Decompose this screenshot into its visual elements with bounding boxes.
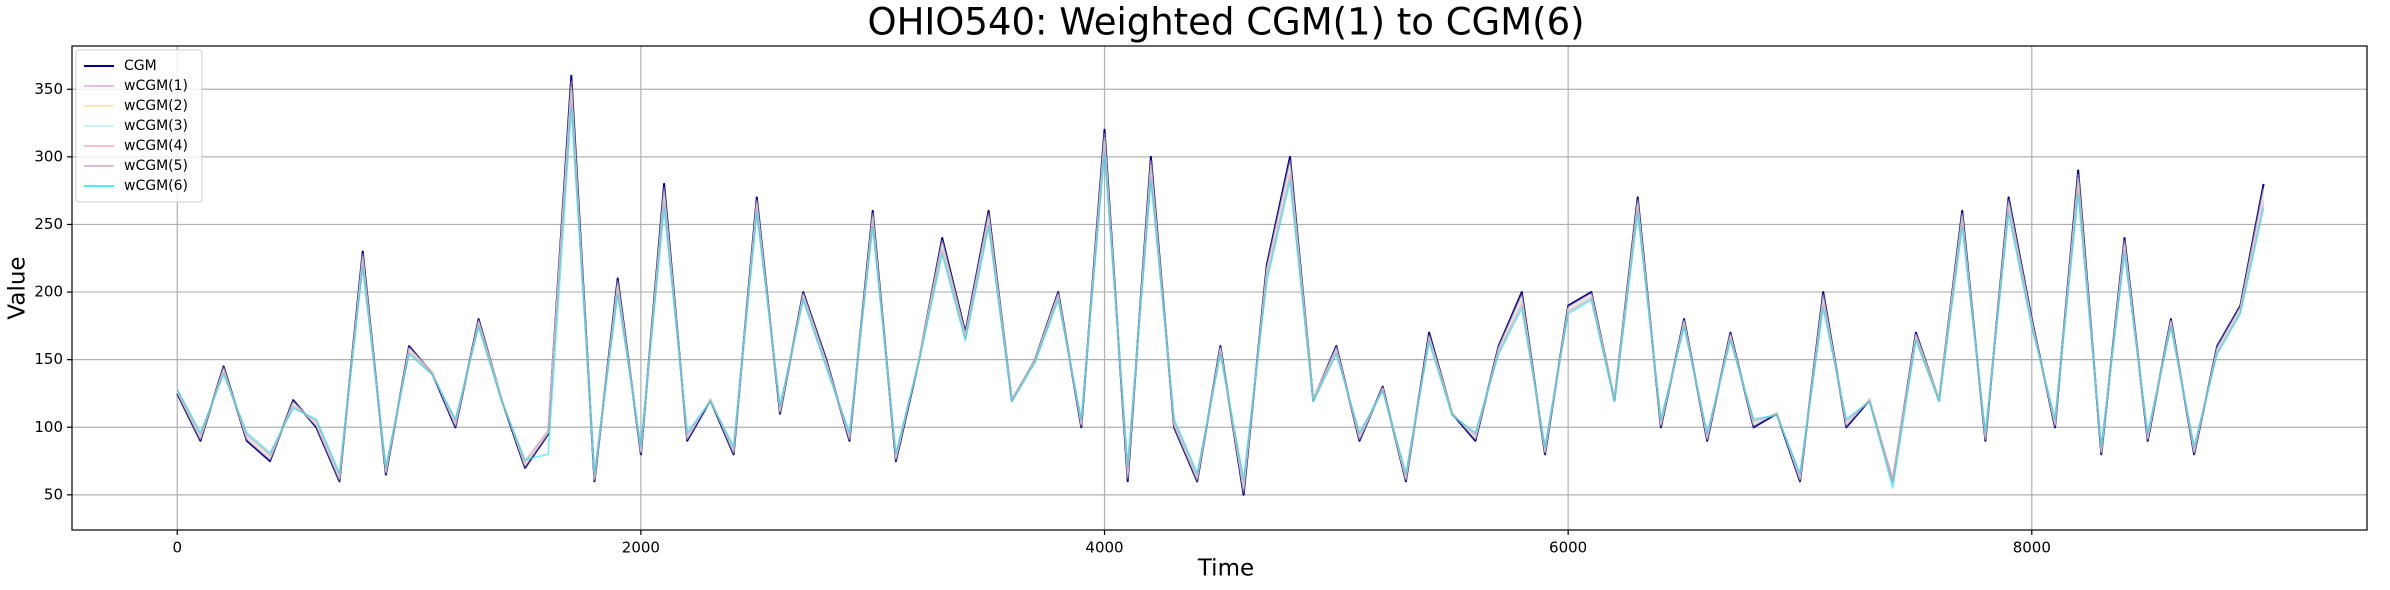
legend-label: wCGM(4) xyxy=(124,138,188,154)
legend-label: wCGM(3) xyxy=(124,118,188,134)
x-tick-label: 8000 xyxy=(2013,539,2051,557)
y-tick-label: 100 xyxy=(34,418,63,436)
y-tick-label: 50 xyxy=(44,485,63,503)
series-line xyxy=(176,80,2265,493)
chart-title: OHIO540: Weighted CGM(1) to CGM(6) xyxy=(867,1,1584,44)
y-axis-label: Value xyxy=(5,256,31,319)
y-tick-label: 250 xyxy=(34,215,63,233)
series-line xyxy=(176,96,2265,485)
legend-label: wCGM(6) xyxy=(124,178,188,194)
y-tick-label: 300 xyxy=(34,147,63,165)
legend-label: CGM xyxy=(124,58,157,74)
x-tick-label: 6000 xyxy=(1549,539,1587,557)
legend-label: wCGM(2) xyxy=(124,98,188,114)
series-line xyxy=(176,91,2265,488)
legend: CGM wCGM(1) wCGM(2) wCGM(3) wCGM(4) wCGM(5) wC… xyxy=(75,49,203,203)
plot-frame xyxy=(71,45,2368,531)
series-line xyxy=(176,74,2265,496)
x-tick-label: 4000 xyxy=(1085,539,1123,557)
y-tick-label: 200 xyxy=(34,283,63,301)
legend-label: wCGM(1) xyxy=(124,78,188,94)
x-axis-label: Time xyxy=(1197,556,1254,582)
series-line xyxy=(176,85,2265,491)
legend-label: wCGM(5) xyxy=(124,158,188,174)
series-line xyxy=(176,107,2265,489)
y-tick-label: 150 xyxy=(34,350,63,368)
legend-box xyxy=(75,49,203,203)
x-tick-label: 0 xyxy=(172,539,182,557)
series-line xyxy=(176,102,2265,483)
x-tick-label: 2000 xyxy=(622,539,660,557)
y-tick-label: 350 xyxy=(34,80,63,98)
